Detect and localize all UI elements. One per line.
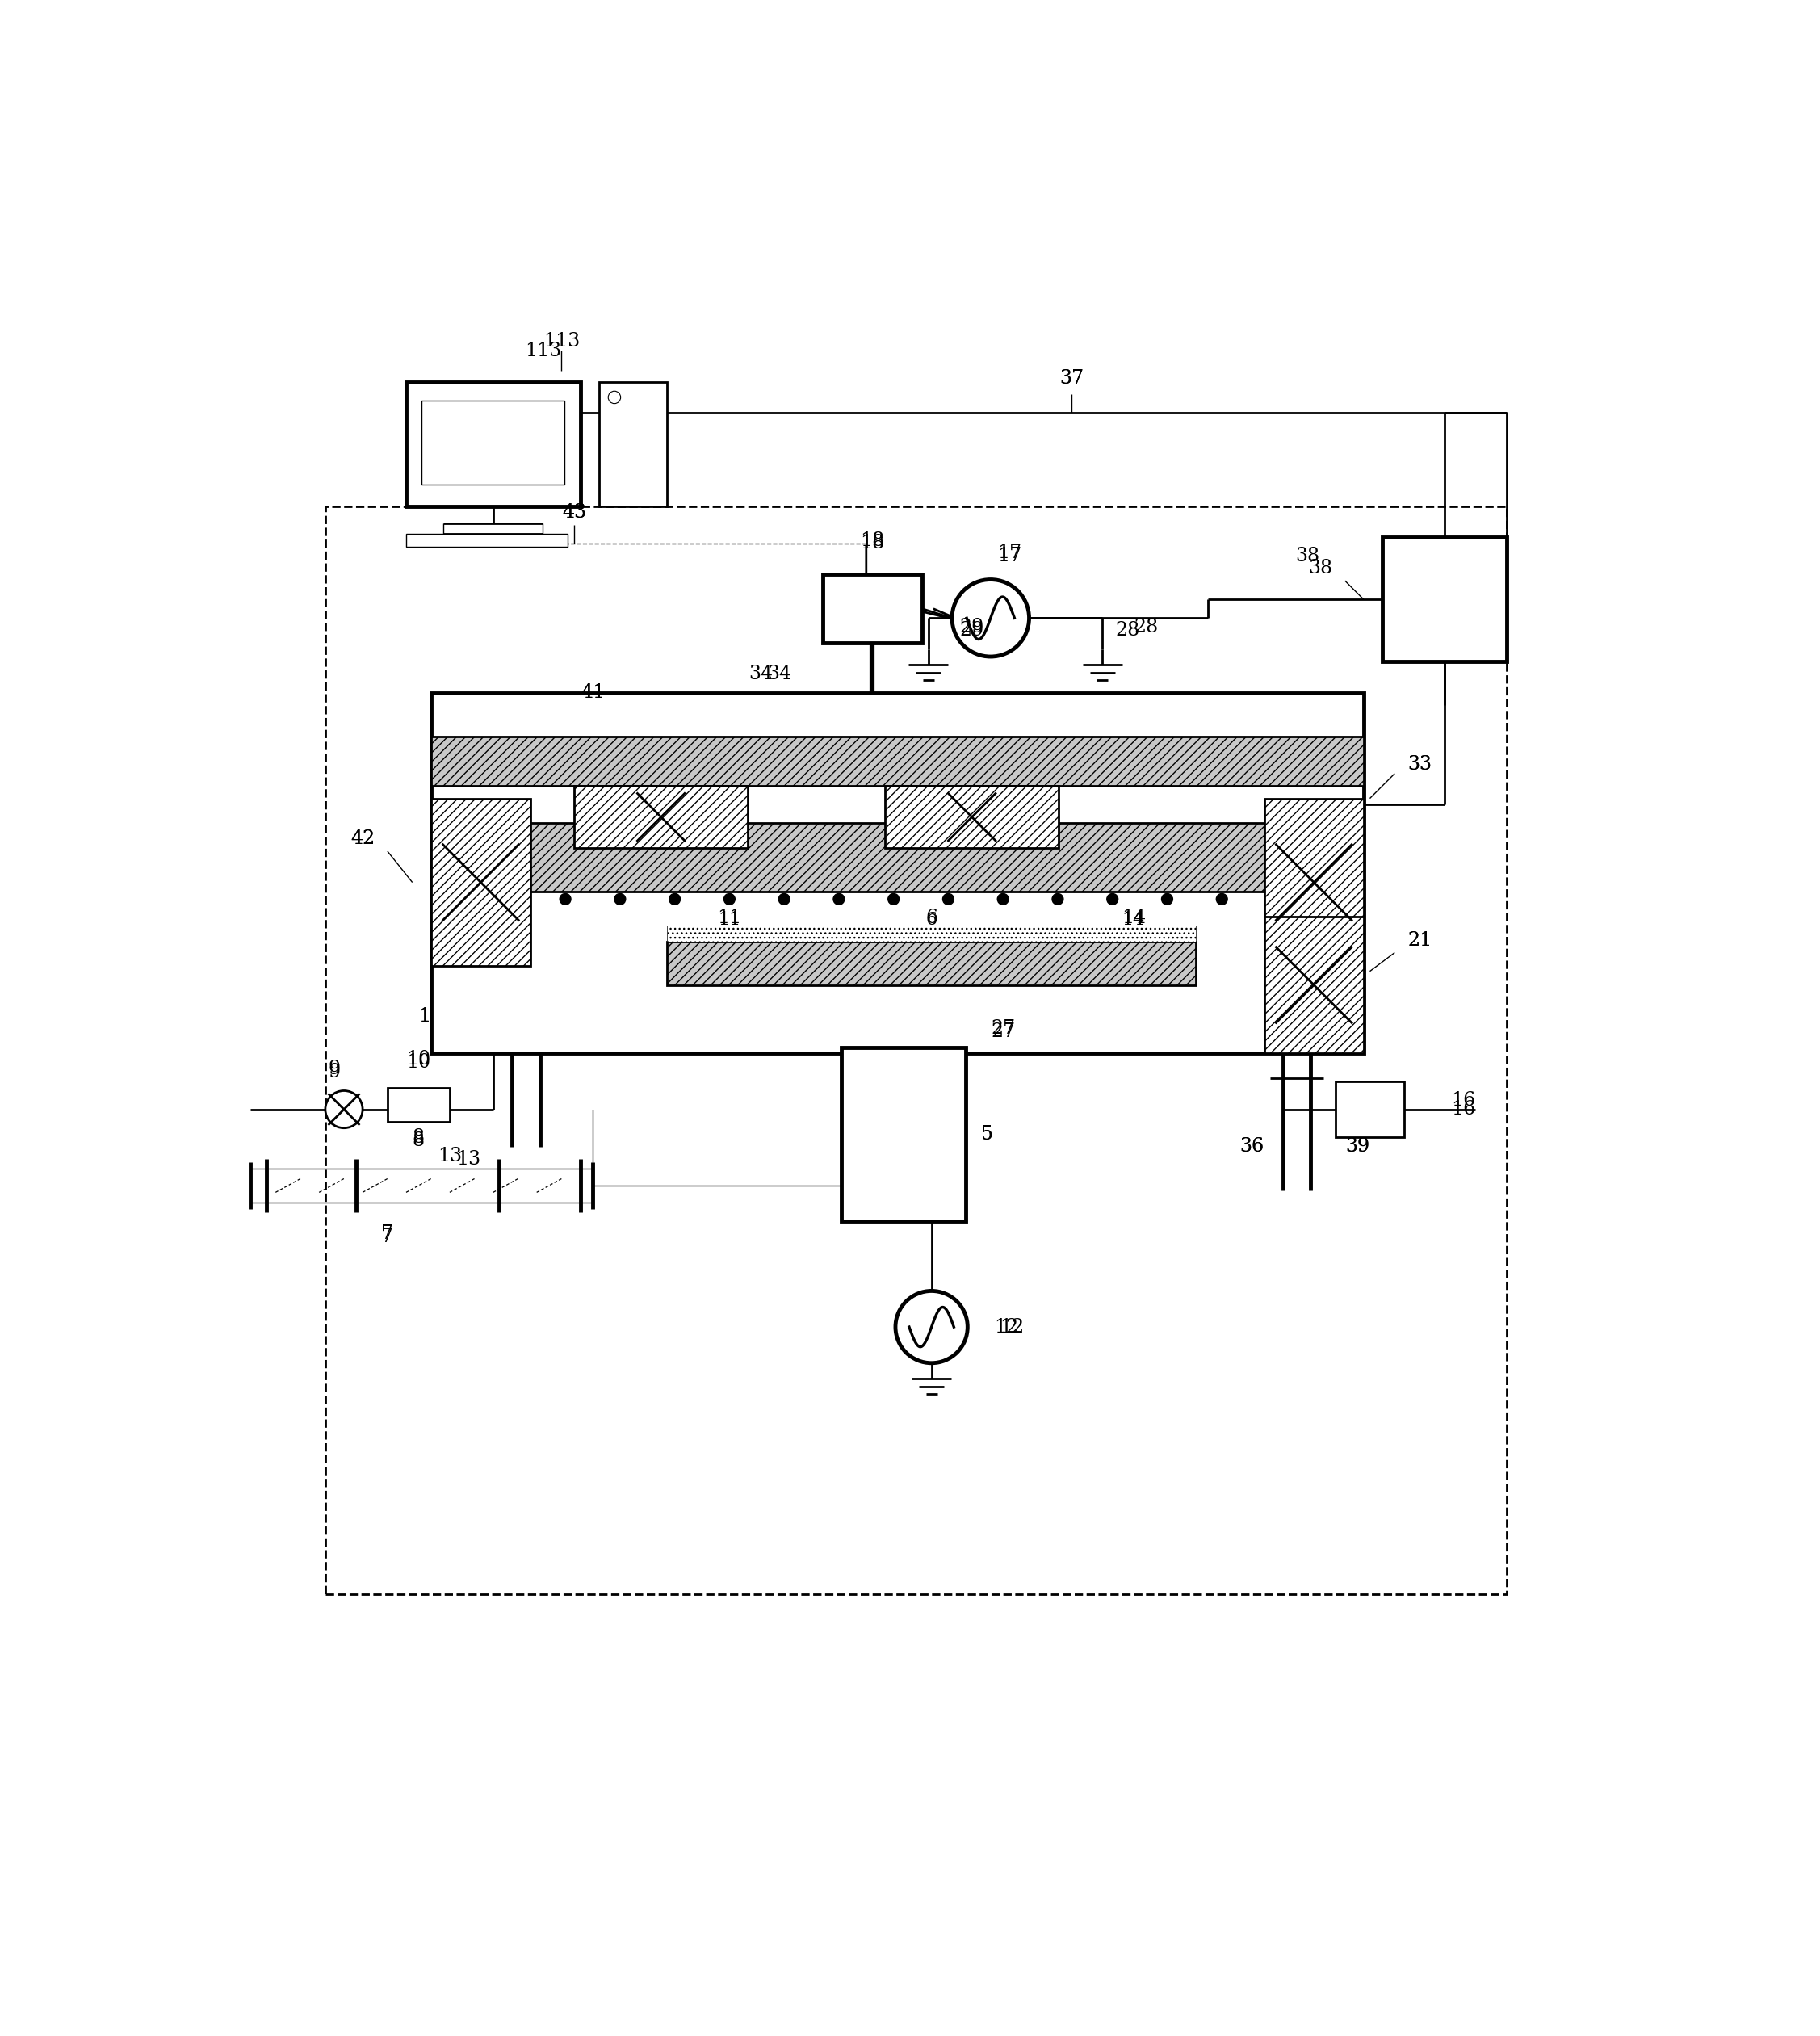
- Text: 8: 8: [413, 1132, 424, 1150]
- Text: 21: 21: [1407, 930, 1432, 949]
- Text: 18: 18: [861, 533, 885, 552]
- Circle shape: [724, 894, 735, 904]
- Text: 16: 16: [1451, 1099, 1476, 1118]
- Text: 7: 7: [382, 1224, 393, 1244]
- Text: 42: 42: [351, 829, 375, 849]
- Text: 113: 113: [524, 342, 561, 360]
- Bar: [431, 737, 1363, 786]
- Text: 28: 28: [1116, 621, 1139, 639]
- Bar: [885, 786, 1059, 849]
- Text: 12: 12: [1001, 1317, 1025, 1336]
- Bar: [573, 786, 748, 849]
- Text: 13: 13: [457, 1150, 480, 1169]
- Circle shape: [1216, 894, 1227, 904]
- Circle shape: [834, 894, 844, 904]
- Text: 17: 17: [997, 546, 1021, 566]
- Text: 1: 1: [419, 1006, 431, 1026]
- Bar: [431, 798, 530, 967]
- Circle shape: [888, 894, 899, 904]
- Text: 12: 12: [994, 1317, 1019, 1336]
- Circle shape: [450, 894, 462, 904]
- Text: 28: 28: [1134, 619, 1158, 637]
- Text: 113: 113: [544, 332, 581, 350]
- Bar: [823, 574, 923, 643]
- Text: 14: 14: [1121, 908, 1147, 926]
- Bar: [841, 1047, 966, 1222]
- Circle shape: [1270, 894, 1281, 904]
- Bar: [668, 941, 1196, 985]
- Text: 29: 29: [959, 619, 985, 637]
- Bar: [1265, 916, 1363, 1053]
- Text: 11: 11: [719, 910, 741, 928]
- Text: 29: 29: [959, 621, 985, 639]
- Text: 10: 10: [406, 1051, 431, 1069]
- Circle shape: [1107, 894, 1117, 904]
- Circle shape: [943, 894, 954, 904]
- Circle shape: [561, 894, 571, 904]
- Text: 16: 16: [1451, 1091, 1476, 1110]
- Text: 38: 38: [1309, 560, 1332, 578]
- Text: 39: 39: [1345, 1138, 1370, 1156]
- Bar: [668, 926, 1196, 941]
- Text: 33: 33: [1407, 755, 1432, 774]
- Text: 38: 38: [1296, 546, 1320, 566]
- Text: 8: 8: [413, 1128, 424, 1146]
- Circle shape: [895, 1291, 968, 1362]
- Text: 36: 36: [1239, 1138, 1263, 1156]
- Text: 41: 41: [581, 684, 604, 702]
- Bar: [431, 692, 1363, 1053]
- Bar: [1381, 538, 1507, 662]
- Text: 33: 33: [1407, 755, 1432, 774]
- Text: 9: 9: [329, 1059, 340, 1079]
- Circle shape: [670, 894, 681, 904]
- Circle shape: [997, 894, 1008, 904]
- Circle shape: [952, 580, 1028, 658]
- Text: 34: 34: [766, 664, 792, 684]
- Text: 27: 27: [990, 1020, 1016, 1038]
- Text: 34: 34: [748, 664, 773, 684]
- Circle shape: [608, 391, 621, 403]
- Bar: [599, 383, 668, 507]
- Bar: [326, 507, 1507, 1594]
- Circle shape: [1161, 894, 1172, 904]
- Text: 21: 21: [1407, 930, 1432, 949]
- Text: 7: 7: [382, 1228, 393, 1246]
- Text: 13: 13: [437, 1146, 462, 1165]
- Text: 37: 37: [1059, 369, 1083, 389]
- Text: 18: 18: [861, 531, 885, 550]
- Text: 14: 14: [1123, 910, 1145, 928]
- Circle shape: [504, 894, 517, 904]
- Text: 41: 41: [581, 684, 604, 702]
- Text: 1: 1: [419, 1006, 431, 1026]
- Text: 9: 9: [329, 1063, 340, 1081]
- Bar: [406, 533, 568, 546]
- Text: 37: 37: [1059, 369, 1083, 389]
- Text: 10: 10: [406, 1053, 431, 1073]
- Text: 5: 5: [981, 1126, 994, 1144]
- Circle shape: [1052, 894, 1063, 904]
- Text: 6: 6: [926, 910, 937, 928]
- Circle shape: [615, 894, 626, 904]
- Text: 36: 36: [1239, 1138, 1263, 1156]
- Circle shape: [326, 1091, 362, 1128]
- Text: 17: 17: [997, 544, 1021, 562]
- Bar: [1336, 1081, 1403, 1138]
- Bar: [422, 401, 564, 485]
- Circle shape: [779, 894, 790, 904]
- Text: 42: 42: [351, 829, 375, 849]
- Text: 27: 27: [990, 1022, 1016, 1040]
- Bar: [388, 1087, 450, 1122]
- Text: 11: 11: [717, 908, 743, 926]
- Bar: [1265, 798, 1363, 967]
- Text: 39: 39: [1345, 1138, 1370, 1156]
- Bar: [431, 823, 1363, 892]
- Text: 5: 5: [981, 1126, 994, 1144]
- Bar: [406, 383, 581, 507]
- Text: 43: 43: [562, 503, 586, 521]
- Text: 43: 43: [562, 503, 586, 521]
- Text: 6: 6: [925, 908, 937, 926]
